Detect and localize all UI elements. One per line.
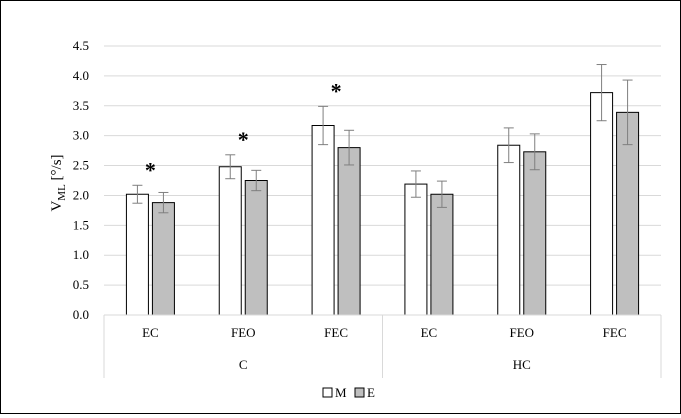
- y-tick-label: 1.0: [73, 247, 89, 262]
- bar-M-1: [218, 166, 242, 316]
- y-tick-label: 3.0: [73, 128, 89, 143]
- bar-M-0: [125, 193, 149, 316]
- y-tick-label: 4.0: [73, 68, 89, 83]
- y-tick-label: 0.5: [73, 277, 89, 292]
- legend-label-E: E: [367, 385, 375, 400]
- y-axis-label: VML [°/s]: [49, 154, 68, 211]
- significance-star: *: [238, 127, 249, 152]
- bar-E-0: [151, 202, 175, 316]
- x-group-label: HC: [513, 357, 531, 372]
- grid-lines: [104, 45, 661, 286]
- x-category-label: EC: [421, 325, 438, 340]
- significance-markers: * * *: [145, 78, 342, 182]
- error-bars: [132, 64, 633, 214]
- y-tick-label: 2.0: [73, 187, 89, 202]
- y-tick-label: 1.5: [73, 217, 89, 232]
- bar-E-1: [244, 180, 268, 316]
- legend-swatch-M: [322, 387, 333, 398]
- bar-E-2: [337, 147, 361, 316]
- bar-M-4: [497, 144, 521, 316]
- y-tick-label: 3.5: [73, 98, 89, 113]
- x-category-label: FEO: [231, 325, 256, 340]
- legend-swatch-E: [354, 387, 365, 398]
- x-group-label: C: [239, 357, 248, 372]
- x-category-label: EC: [142, 325, 159, 340]
- bar-M-5: [590, 92, 614, 316]
- y-tick-label: 4.5: [73, 38, 89, 53]
- x-category-label: FEC: [603, 325, 627, 340]
- x-category-label: FEC: [324, 325, 348, 340]
- bar-M-3: [404, 183, 428, 316]
- bar-E-3: [430, 193, 454, 316]
- x-axis: EC FEO FEC EC FEO FEC C HC: [103, 314, 662, 378]
- y-tick-labels: 0.0 0.5 1.0 1.5 2.0 2.5 3.0 3.5 4.0 4.5: [73, 38, 89, 322]
- y-tick-label: 0.0: [73, 307, 89, 322]
- bar-M-2: [311, 125, 335, 316]
- y-tick-label: 2.5: [73, 158, 89, 173]
- significance-star: *: [331, 78, 342, 103]
- bar-E-4: [523, 151, 547, 316]
- x-category-label: FEO: [509, 325, 534, 340]
- bars: [125, 92, 640, 316]
- significance-star: *: [145, 157, 156, 182]
- legend-label-M: M: [335, 385, 347, 400]
